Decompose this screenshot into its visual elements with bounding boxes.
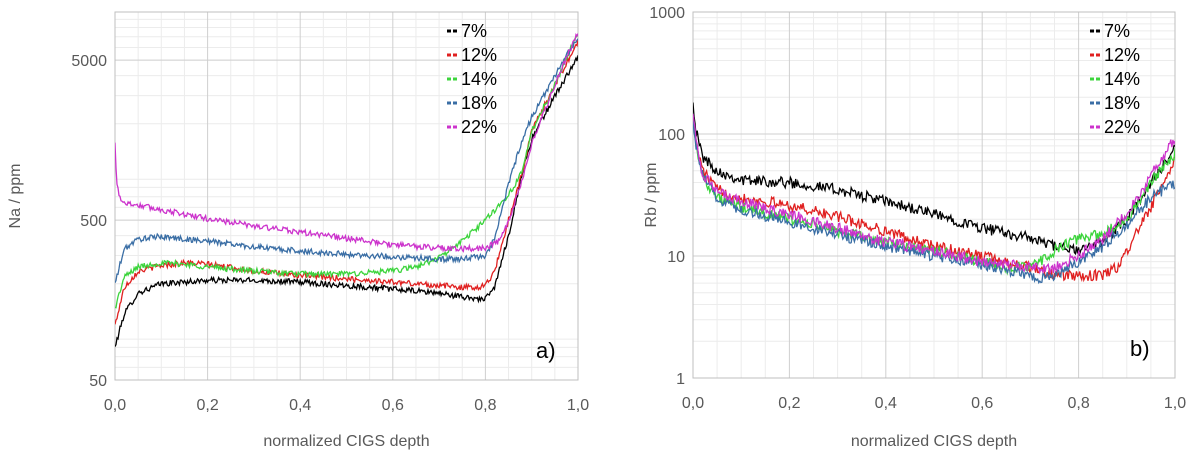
- y-tick-label: 500: [80, 213, 107, 230]
- y-tick-label: 100: [658, 127, 685, 144]
- series-lines: [693, 102, 1175, 285]
- legend-label: 18%: [461, 93, 497, 113]
- minor-grid: [693, 12, 1175, 378]
- series-line-22pct: [115, 33, 578, 253]
- x-tick-label: 0,0: [682, 395, 704, 412]
- x-tick-label: 0,8: [1067, 395, 1089, 412]
- legend: 7% 12% 14% 18% 22%: [447, 21, 497, 137]
- series-line-12pct: [115, 39, 578, 325]
- series-line-7pct: [115, 55, 578, 347]
- legend: 7% 12% 14% 18% 22%: [1090, 21, 1140, 137]
- x-axis-label: normalized CIGS depth: [851, 433, 1017, 450]
- chart-panel-a: 50 500 5000 0,0 0,2 0,4 0,6 0,8 1,0 normalized CI…: [7, 11, 589, 450]
- y-tick-label: 5000: [71, 53, 107, 70]
- x-tick-label: 1,0: [1164, 395, 1186, 412]
- series-line-14pct: [115, 34, 578, 309]
- series-line-12pct: [693, 117, 1175, 283]
- x-tick-label: 1,0: [567, 397, 589, 414]
- legend-label: 14%: [1104, 69, 1140, 89]
- y-tick-label: 1000: [649, 5, 685, 22]
- y-tick-label: 50: [89, 373, 107, 390]
- series-line-14pct: [693, 117, 1175, 276]
- x-tick-label: 0,6: [382, 397, 404, 414]
- x-tick-label: 0,4: [289, 397, 311, 414]
- series-line-22pct: [693, 113, 1175, 275]
- legend-label: 22%: [461, 117, 497, 137]
- series-lines: [115, 33, 578, 347]
- legend-label: 7%: [461, 21, 487, 41]
- x-tick-label: 0,8: [474, 397, 496, 414]
- plot-area: [692, 11, 1176, 379]
- minor-grid: [115, 12, 578, 380]
- panel-label: b): [1130, 336, 1150, 361]
- legend-label: 14%: [461, 69, 497, 89]
- legend-label: 22%: [1104, 117, 1140, 137]
- panel-label: a): [536, 338, 556, 363]
- x-tick-label: 0,6: [971, 395, 993, 412]
- x-tick-label: 0,0: [104, 397, 126, 414]
- y-axis-label: Rb / ppm: [643, 163, 660, 228]
- y-axis-label: Na / ppm: [7, 164, 24, 229]
- chart-panel-b: 1 10 100 1000 0,0 0,2 0,4 0,6 0,8 1,0 normalized C…: [643, 5, 1186, 450]
- x-tick-label: 0,4: [875, 395, 897, 412]
- series-line-18pct: [115, 38, 578, 283]
- x-tick-label: 0,2: [778, 395, 800, 412]
- legend-label: 12%: [461, 45, 497, 65]
- legend-label: 18%: [1104, 93, 1140, 113]
- x-tick-label: 0,2: [196, 397, 218, 414]
- legend-label: 7%: [1104, 21, 1130, 41]
- y-tick-label: 1: [676, 371, 685, 388]
- legend-label: 12%: [1104, 45, 1140, 65]
- y-tick-label: 10: [667, 249, 685, 266]
- x-axis-label: normalized CIGS depth: [263, 433, 429, 450]
- plot-area: [114, 11, 579, 381]
